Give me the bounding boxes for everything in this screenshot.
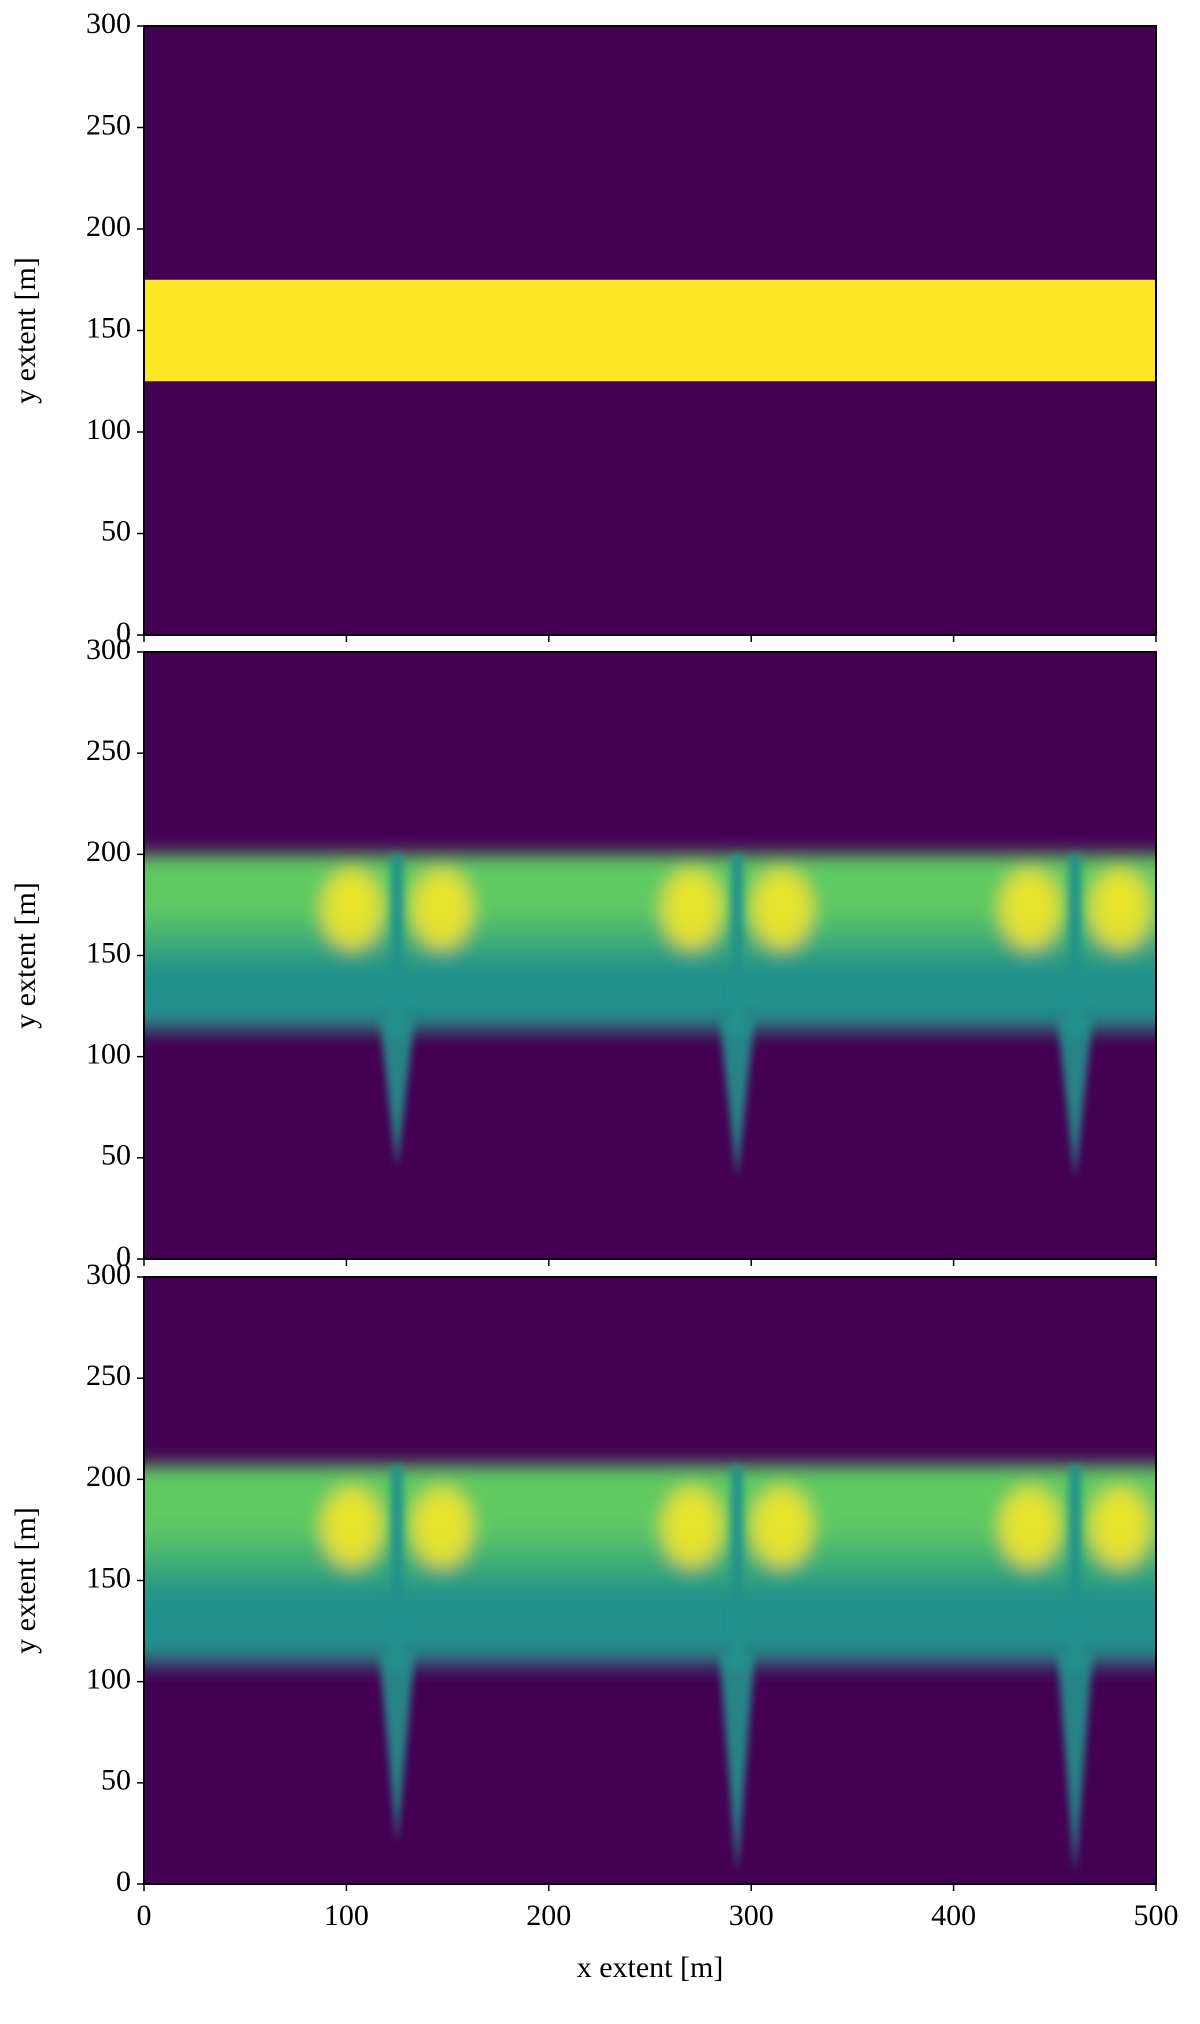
y-tick-label: 200 <box>86 210 131 243</box>
y-tick-label: 50 <box>101 514 131 547</box>
highlight <box>1000 868 1061 949</box>
plumes <box>379 854 1094 1179</box>
x-tick-label: 0 <box>137 1899 152 1932</box>
highlight <box>1090 1487 1151 1568</box>
plume <box>379 1016 415 1168</box>
heatmap-panel <box>144 26 1156 635</box>
highlight <box>322 868 382 949</box>
y-axis-label: y extent [m] <box>9 882 42 1029</box>
heatmap-panel <box>144 1277 1156 1884</box>
y-tick-label: 250 <box>86 734 131 767</box>
x-axis-label: x extent [m] <box>577 1951 724 1984</box>
y-axis-label: y extent [m] <box>9 257 42 404</box>
field <box>144 1465 1156 1672</box>
highlight <box>752 1487 813 1568</box>
y-tick-label: 0 <box>116 1865 131 1898</box>
y-tick-label: 300 <box>86 1258 131 1291</box>
plume <box>379 1651 415 1844</box>
plume-gap <box>731 854 744 1037</box>
x-tick-label: 400 <box>931 1899 976 1932</box>
plume-gap <box>1069 1465 1082 1672</box>
front <box>144 854 1156 1037</box>
highlight <box>412 1487 472 1568</box>
plume-gap <box>391 1465 403 1672</box>
y-tick-label: 100 <box>86 1663 131 1696</box>
y-tick-label: 0 <box>116 1240 131 1273</box>
y-tick-label: 250 <box>86 108 131 141</box>
plume <box>719 1651 756 1874</box>
y-tick-label: 0 <box>116 616 131 649</box>
y-tick-label: 150 <box>86 936 131 969</box>
plume-gap <box>731 1465 744 1672</box>
y-tick-label: 200 <box>86 1460 131 1493</box>
highlight <box>1090 868 1151 949</box>
y-tick-label: 300 <box>86 633 131 666</box>
plume <box>1057 1016 1094 1179</box>
band <box>144 279 1156 382</box>
y-tick-label: 150 <box>86 311 131 344</box>
plume <box>1057 1651 1094 1874</box>
y-tick-label: 150 <box>86 1561 131 1594</box>
highlight <box>412 868 472 949</box>
y-axis-label: y extent [m] <box>9 1507 42 1654</box>
plume-gap <box>1069 854 1082 1037</box>
x-tick-label: 100 <box>324 1899 369 1932</box>
x-tick-label: 300 <box>729 1899 774 1932</box>
y-tick-label: 100 <box>86 1038 131 1071</box>
highlight <box>752 868 813 949</box>
plume-gap <box>391 854 403 1037</box>
plume <box>719 1016 756 1179</box>
y-tick-label: 100 <box>86 413 131 446</box>
x-tick-label: 200 <box>526 1899 571 1932</box>
plumes <box>379 1465 1094 1874</box>
y-tick-label: 50 <box>101 1764 131 1797</box>
y-tick-label: 300 <box>86 7 131 40</box>
y-tick-label: 200 <box>86 835 131 868</box>
field <box>144 854 1156 1037</box>
highlight <box>662 1487 723 1568</box>
highlight <box>1000 1487 1061 1568</box>
heatmap-panel <box>144 652 1156 1259</box>
y-tick-label: 250 <box>86 1359 131 1392</box>
highlight <box>322 1487 382 1568</box>
highlight <box>662 868 723 949</box>
x-tick-label: 500 <box>1134 1899 1179 1932</box>
y-tick-label: 50 <box>101 1139 131 1172</box>
front <box>144 1465 1156 1672</box>
